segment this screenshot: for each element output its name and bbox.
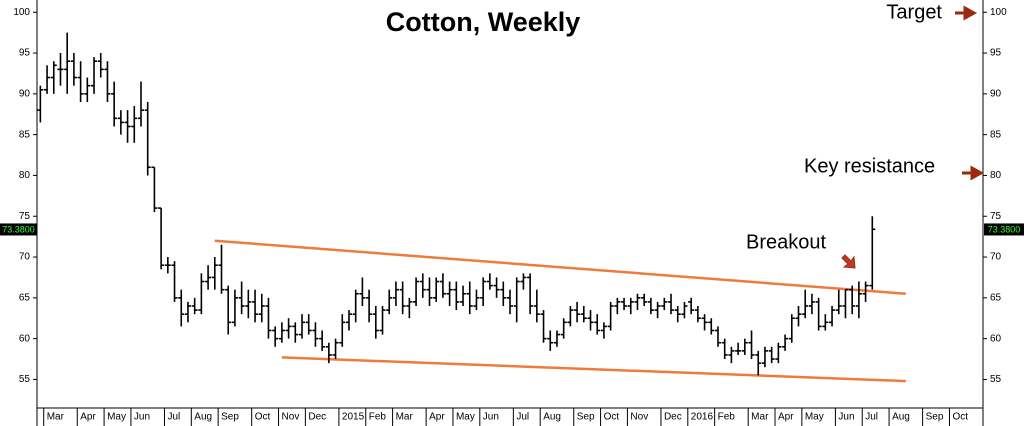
y-tick-label: 55 bbox=[19, 374, 31, 385]
x-tick-label: 2015 bbox=[342, 412, 365, 423]
x-tick-label: Jul bbox=[167, 412, 180, 423]
y-tick-label: 95 bbox=[990, 48, 1002, 59]
y-tick-label: 90 bbox=[19, 88, 31, 99]
y-tick-label: 100 bbox=[990, 7, 1007, 18]
x-tick-label: May bbox=[107, 412, 126, 423]
x-tick-label: May bbox=[456, 412, 475, 423]
x-tick-label: Oct bbox=[604, 412, 620, 423]
y-tick-label: 85 bbox=[19, 129, 31, 140]
x-tick-label: Jul bbox=[865, 412, 878, 423]
chart-title: Cotton, Weekly bbox=[386, 7, 581, 37]
y-tick-label: 60 bbox=[19, 333, 31, 344]
x-tick-label: Sep bbox=[926, 412, 944, 423]
last-price-box bbox=[984, 223, 1024, 236]
x-tick-label: Aug bbox=[892, 412, 910, 423]
arrow bbox=[955, 5, 978, 21]
y-tick-label: 75 bbox=[990, 211, 1002, 222]
annotation: Key resistance bbox=[804, 155, 935, 177]
y-tick-label: 80 bbox=[990, 170, 1002, 181]
last-price-label: 73.3800 bbox=[988, 224, 1021, 234]
x-tick-label: Sep bbox=[221, 412, 239, 423]
trendline bbox=[214, 239, 906, 296]
x-tick-label: Feb bbox=[369, 412, 387, 423]
x-tick-label: Oct bbox=[952, 412, 968, 423]
x-tick-label: Mar bbox=[47, 412, 65, 423]
y-tick-label: 65 bbox=[19, 292, 31, 303]
trendline bbox=[281, 356, 906, 383]
y-tick-label: 60 bbox=[990, 333, 1002, 344]
y-tick-label: 100 bbox=[13, 7, 30, 18]
x-tick-label: Apr bbox=[80, 412, 96, 423]
last-price-box bbox=[0, 223, 37, 236]
x-tick-label: Mar bbox=[396, 412, 414, 423]
y-tick-label: 95 bbox=[19, 48, 31, 59]
y-tick-label: 75 bbox=[19, 211, 31, 222]
y-tick-label: 90 bbox=[990, 88, 1002, 99]
y-tick-label: 65 bbox=[990, 292, 1002, 303]
last-price-label: 73.3800 bbox=[2, 224, 35, 234]
x-tick-label: Dec bbox=[308, 412, 326, 423]
x-tick-label: Jun bbox=[838, 412, 854, 423]
y-tick-label: 80 bbox=[19, 170, 31, 181]
x-tick-label: Nov bbox=[630, 412, 648, 423]
arrow bbox=[962, 165, 985, 181]
x-tick-label: Jun bbox=[483, 412, 499, 423]
y-tick-label: 55 bbox=[990, 374, 1002, 385]
x-tick-label: Aug bbox=[543, 412, 561, 423]
annotation: Breakout bbox=[746, 231, 826, 253]
x-tick-label: Feb bbox=[718, 412, 736, 423]
y-tick-label: 85 bbox=[990, 129, 1002, 140]
x-tick-label: Aug bbox=[194, 412, 212, 423]
x-tick-label: Sep bbox=[577, 412, 595, 423]
x-tick-label: Oct bbox=[255, 412, 271, 423]
x-tick-label: Jul bbox=[516, 412, 529, 423]
annotation: Target bbox=[886, 1, 942, 23]
x-tick-label: Apr bbox=[429, 412, 445, 423]
x-tick-label: Apr bbox=[778, 412, 794, 423]
x-tick-label: Nov bbox=[282, 412, 300, 423]
y-tick-label: 70 bbox=[19, 252, 31, 263]
x-tick-label: Jun bbox=[134, 412, 150, 423]
x-tick-label: Dec bbox=[664, 412, 682, 423]
arrow bbox=[841, 254, 856, 269]
x-tick-label: 2016 bbox=[691, 412, 714, 423]
x-tick-label: May bbox=[805, 412, 824, 423]
x-tick-label: Mar bbox=[751, 412, 769, 423]
y-tick-label: 70 bbox=[990, 252, 1002, 263]
